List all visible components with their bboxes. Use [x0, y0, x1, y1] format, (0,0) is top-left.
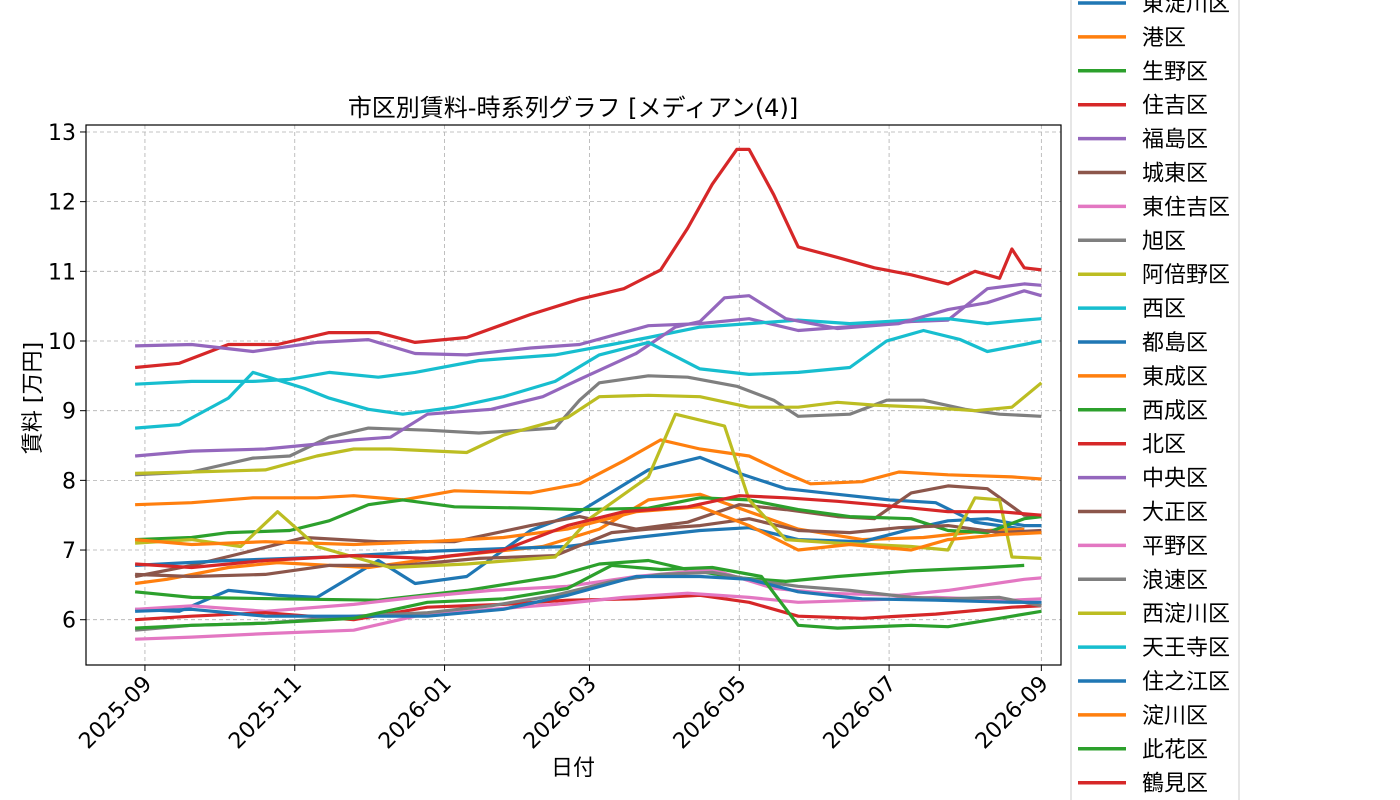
legend-label: 生野区: [1142, 60, 1208, 85]
legend-label: 中央区: [1142, 467, 1208, 492]
legend-label: 住之江区: [1142, 670, 1230, 695]
x-tick-label: 2025-09: [75, 672, 158, 755]
series-line: [135, 494, 1042, 570]
series-line: [135, 381, 1043, 475]
series-line: [135, 455, 1025, 613]
y-tick-label: 13: [48, 121, 76, 146]
series-line: [135, 317, 1042, 386]
legend-label: 大正区: [1142, 501, 1208, 526]
series-line: [134, 558, 1025, 602]
y-tick-label: 9: [62, 400, 76, 425]
series-line: [134, 328, 1042, 430]
legend-label: 浪速区: [1142, 568, 1208, 593]
legend-label: 此花区: [1142, 738, 1208, 763]
series-line: [135, 438, 1042, 507]
y-tick-label: 12: [48, 191, 76, 216]
legend-label: 西区: [1142, 297, 1186, 322]
series-line: [135, 374, 1042, 477]
x-tick-label: 2025-11: [224, 672, 307, 755]
legend-label: 北区: [1142, 433, 1186, 458]
x-tick-label: 2026-01: [374, 672, 457, 755]
series-line: [134, 147, 1042, 370]
legend-label: 阿倍野区: [1142, 263, 1230, 288]
legend-label: 旭区: [1142, 229, 1186, 254]
legend-label: 西成区: [1142, 399, 1208, 424]
series-line: [135, 517, 1042, 579]
y-tick-label: 10: [48, 330, 76, 355]
legend-label: 平野区: [1142, 534, 1208, 559]
y-axis-ticks: 6 7 8 9 10 11 12 13: [48, 121, 86, 634]
series-line: [135, 517, 1042, 567]
y-tick-label: 11: [48, 260, 76, 285]
legend-label: 東淀川区: [1142, 0, 1230, 17]
x-axis-ticks: 2025-09 2025-11 2026-01 2026-03 2026-05 2026-…: [75, 665, 1054, 754]
legend-label: 天王寺区: [1142, 636, 1230, 661]
series-line: [134, 289, 1042, 458]
legend-label: 城東区: [1142, 162, 1208, 187]
chart-title: 市区別賃料-時系列グラフ [メディアン(4)]: [348, 94, 798, 122]
x-tick-label: 2026-09: [971, 672, 1054, 755]
legend-label: 都島区: [1142, 331, 1208, 356]
legend-label: 鶴見区: [1142, 772, 1208, 797]
series-lines: [134, 147, 1043, 641]
y-tick-label: 6: [62, 609, 76, 634]
legend-label: 東成区: [1142, 365, 1208, 390]
x-axis-label: 日付: [551, 756, 595, 781]
legend-label: 港区: [1142, 26, 1186, 51]
y-tick-label: 7: [62, 539, 76, 564]
x-tick-label: 2026-03: [519, 672, 602, 755]
y-tick-label: 8: [62, 469, 76, 494]
y-axis-label: 賃料 [万円]: [21, 342, 46, 454]
plot-frame: [85, 124, 1062, 666]
legend-label: 住吉区: [1142, 94, 1208, 119]
legend-label: 淀川区: [1142, 704, 1208, 729]
x-tick-label: 2026-05: [669, 672, 752, 755]
legend-frame: [1070, 0, 1240, 800]
legend-label: 東住吉区: [1142, 195, 1230, 220]
legend-label: 福島区: [1142, 128, 1208, 153]
series-line: [135, 574, 1042, 618]
series-line: [135, 563, 1042, 630]
x-tick-label: 2026-07: [819, 672, 902, 755]
legend-label: 西淀川区: [1142, 602, 1230, 627]
series-line: [135, 412, 1042, 570]
legend: 東淀川区港区生野区住吉区福島区城東区東住吉区旭区阿倍野区西区都島区東成区西成区北…: [1070, 0, 1240, 800]
